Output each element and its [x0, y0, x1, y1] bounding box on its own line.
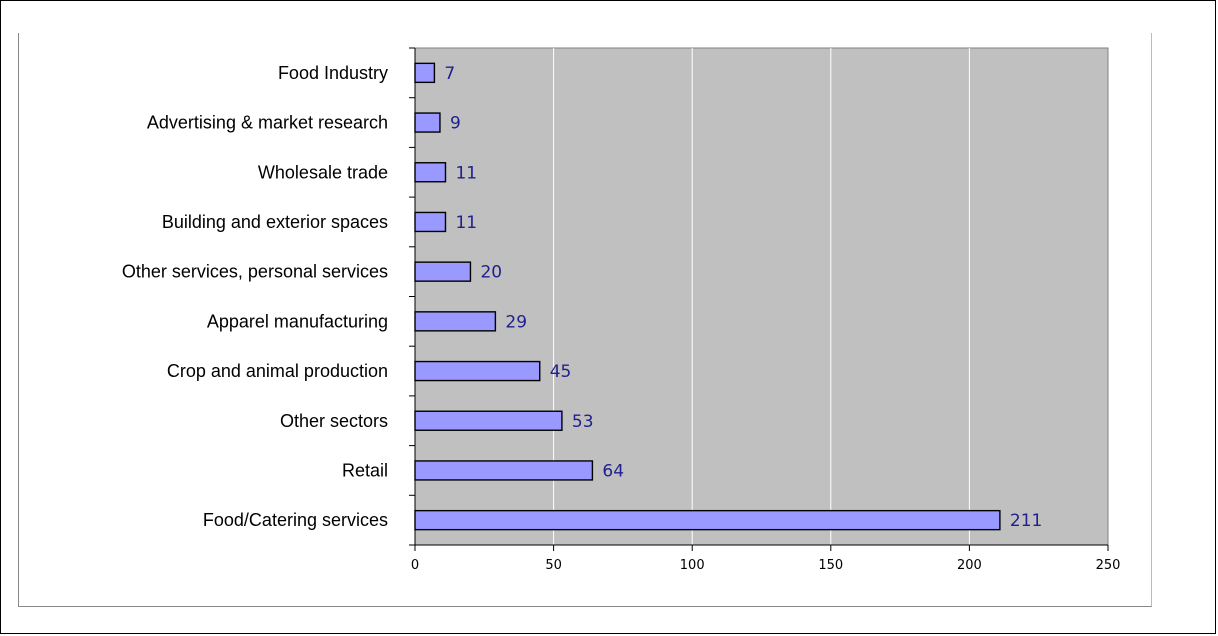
- x-tick-label: 0: [411, 558, 419, 573]
- category-label: Crop and animal production: [167, 361, 388, 381]
- chart-panel: [18, 33, 1152, 607]
- data-label: 53: [572, 412, 594, 432]
- labels: 0 50 100 150 200 250 7 Food Industry 9 Advertisin…: [122, 63, 1121, 573]
- data-label: 11: [455, 213, 477, 233]
- category-label: Wholesale trade: [258, 162, 388, 182]
- x-tick-label: 250: [1096, 558, 1121, 573]
- x-tick-label: 200: [957, 558, 982, 573]
- bar: [414, 360, 541, 382]
- bar: [414, 261, 472, 282]
- data-label: 64: [602, 461, 624, 481]
- data-label: 9: [450, 114, 461, 134]
- x-tick-label: 50: [545, 558, 562, 573]
- bar: [414, 460, 594, 481]
- category-label: Other services, personal services: [122, 262, 388, 282]
- category-label: Retail: [342, 460, 388, 480]
- category-label: Food/Catering services: [203, 510, 388, 530]
- grid-lines: [553, 48, 970, 545]
- x-tick-label: 100: [680, 558, 705, 573]
- bar: [414, 62, 436, 84]
- bar: [414, 162, 447, 183]
- bar: [414, 410, 563, 431]
- category-label: Apparel manufacturing: [207, 311, 388, 331]
- axes: [409, 47, 1109, 551]
- data-label: 7: [444, 64, 455, 84]
- category-label: Building and exterior spaces: [162, 212, 388, 232]
- data-label: 20: [480, 263, 502, 283]
- bar: [414, 112, 441, 133]
- bar: [414, 311, 497, 332]
- data-label: 45: [550, 362, 572, 382]
- category-label: Other sectors: [280, 411, 388, 431]
- data-label: 11: [455, 163, 477, 183]
- bar: [414, 211, 447, 233]
- bar: [414, 509, 1001, 531]
- x-tick-label: 150: [818, 558, 843, 573]
- category-label: Advertising & market research: [147, 113, 388, 133]
- category-label: Food Industry: [278, 63, 388, 83]
- bars: [414, 62, 1001, 531]
- data-label: 29: [505, 312, 527, 332]
- data-label: 211: [1010, 511, 1042, 531]
